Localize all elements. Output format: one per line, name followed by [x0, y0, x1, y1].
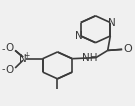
Text: +: + [23, 51, 29, 60]
Text: NH: NH [82, 53, 98, 63]
Text: O: O [6, 65, 14, 75]
Text: N: N [108, 18, 116, 28]
Text: -: - [2, 44, 5, 54]
Text: O: O [6, 43, 14, 53]
Text: -: - [2, 64, 5, 74]
Text: N: N [75, 31, 83, 41]
Text: O: O [123, 44, 132, 54]
Text: N: N [19, 54, 27, 64]
